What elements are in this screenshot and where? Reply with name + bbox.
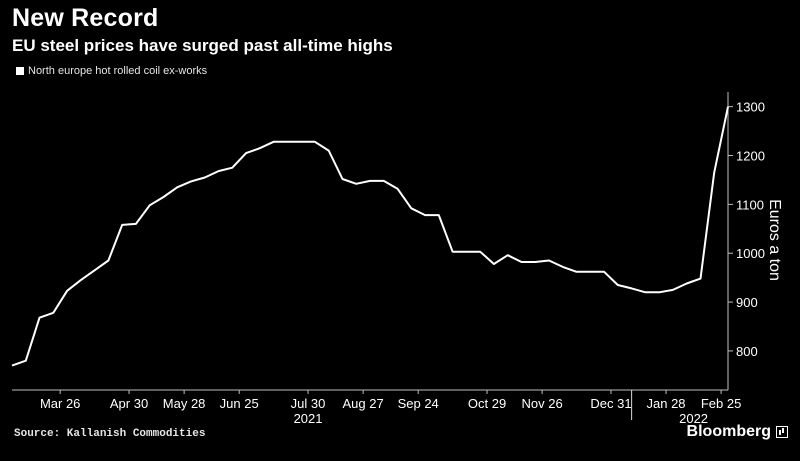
series-layer <box>11 106 729 367</box>
year-label: 2022 <box>679 411 708 426</box>
x-tick-label: Aug 27 <box>343 396 384 411</box>
x-tick-label: Nov 26 <box>522 396 563 411</box>
y-axis-title: Euros a ton <box>766 199 783 281</box>
x-tick-label: Oct 29 <box>468 396 506 411</box>
legend-label: North europe hot rolled coil ex-works <box>28 65 208 77</box>
tick-labels: 800 900 1000 1100 1200 1300 Euros a ton Mar 26 A… <box>40 100 783 426</box>
y-tick-label: 1000 <box>736 246 765 261</box>
legend-swatch <box>16 67 24 75</box>
brand-name: Bloomberg <box>686 423 771 440</box>
y-tick-label: 900 <box>736 295 758 310</box>
year-label: 2021 <box>294 411 323 426</box>
y-tick-label: 1300 <box>736 100 765 115</box>
x-tick-label: Feb 25 <box>701 396 741 411</box>
bloomberg-logo: Bloomberg <box>687 423 788 441</box>
y-tick-label: 1100 <box>736 197 764 212</box>
x-tick-label: Dec 31 <box>590 396 631 411</box>
axes <box>12 92 733 420</box>
chart-subtitle: EU steel prices have surged past all-tim… <box>12 36 393 55</box>
x-tick-label: Jun 25 <box>220 396 259 411</box>
x-tick-label: Mar 26 <box>40 396 80 411</box>
x-tick-label: Jul 30 <box>291 396 326 411</box>
x-tick-label: Apr 30 <box>110 396 148 411</box>
chart-title: New Record <box>12 4 159 32</box>
x-tick-label: Sep 24 <box>398 396 439 411</box>
source-note: Source: Kallanish Commodities <box>14 428 206 440</box>
x-tick-label: Jan 28 <box>647 396 686 411</box>
series-line <box>11 106 729 367</box>
bloomberg-terminal-icon <box>776 426 788 438</box>
legend: North europe hot rolled coil ex-works <box>16 65 207 77</box>
x-tick-label: May 28 <box>163 396 206 411</box>
y-tick-label: 800 <box>736 344 758 359</box>
y-tick-label: 1200 <box>736 149 765 164</box>
